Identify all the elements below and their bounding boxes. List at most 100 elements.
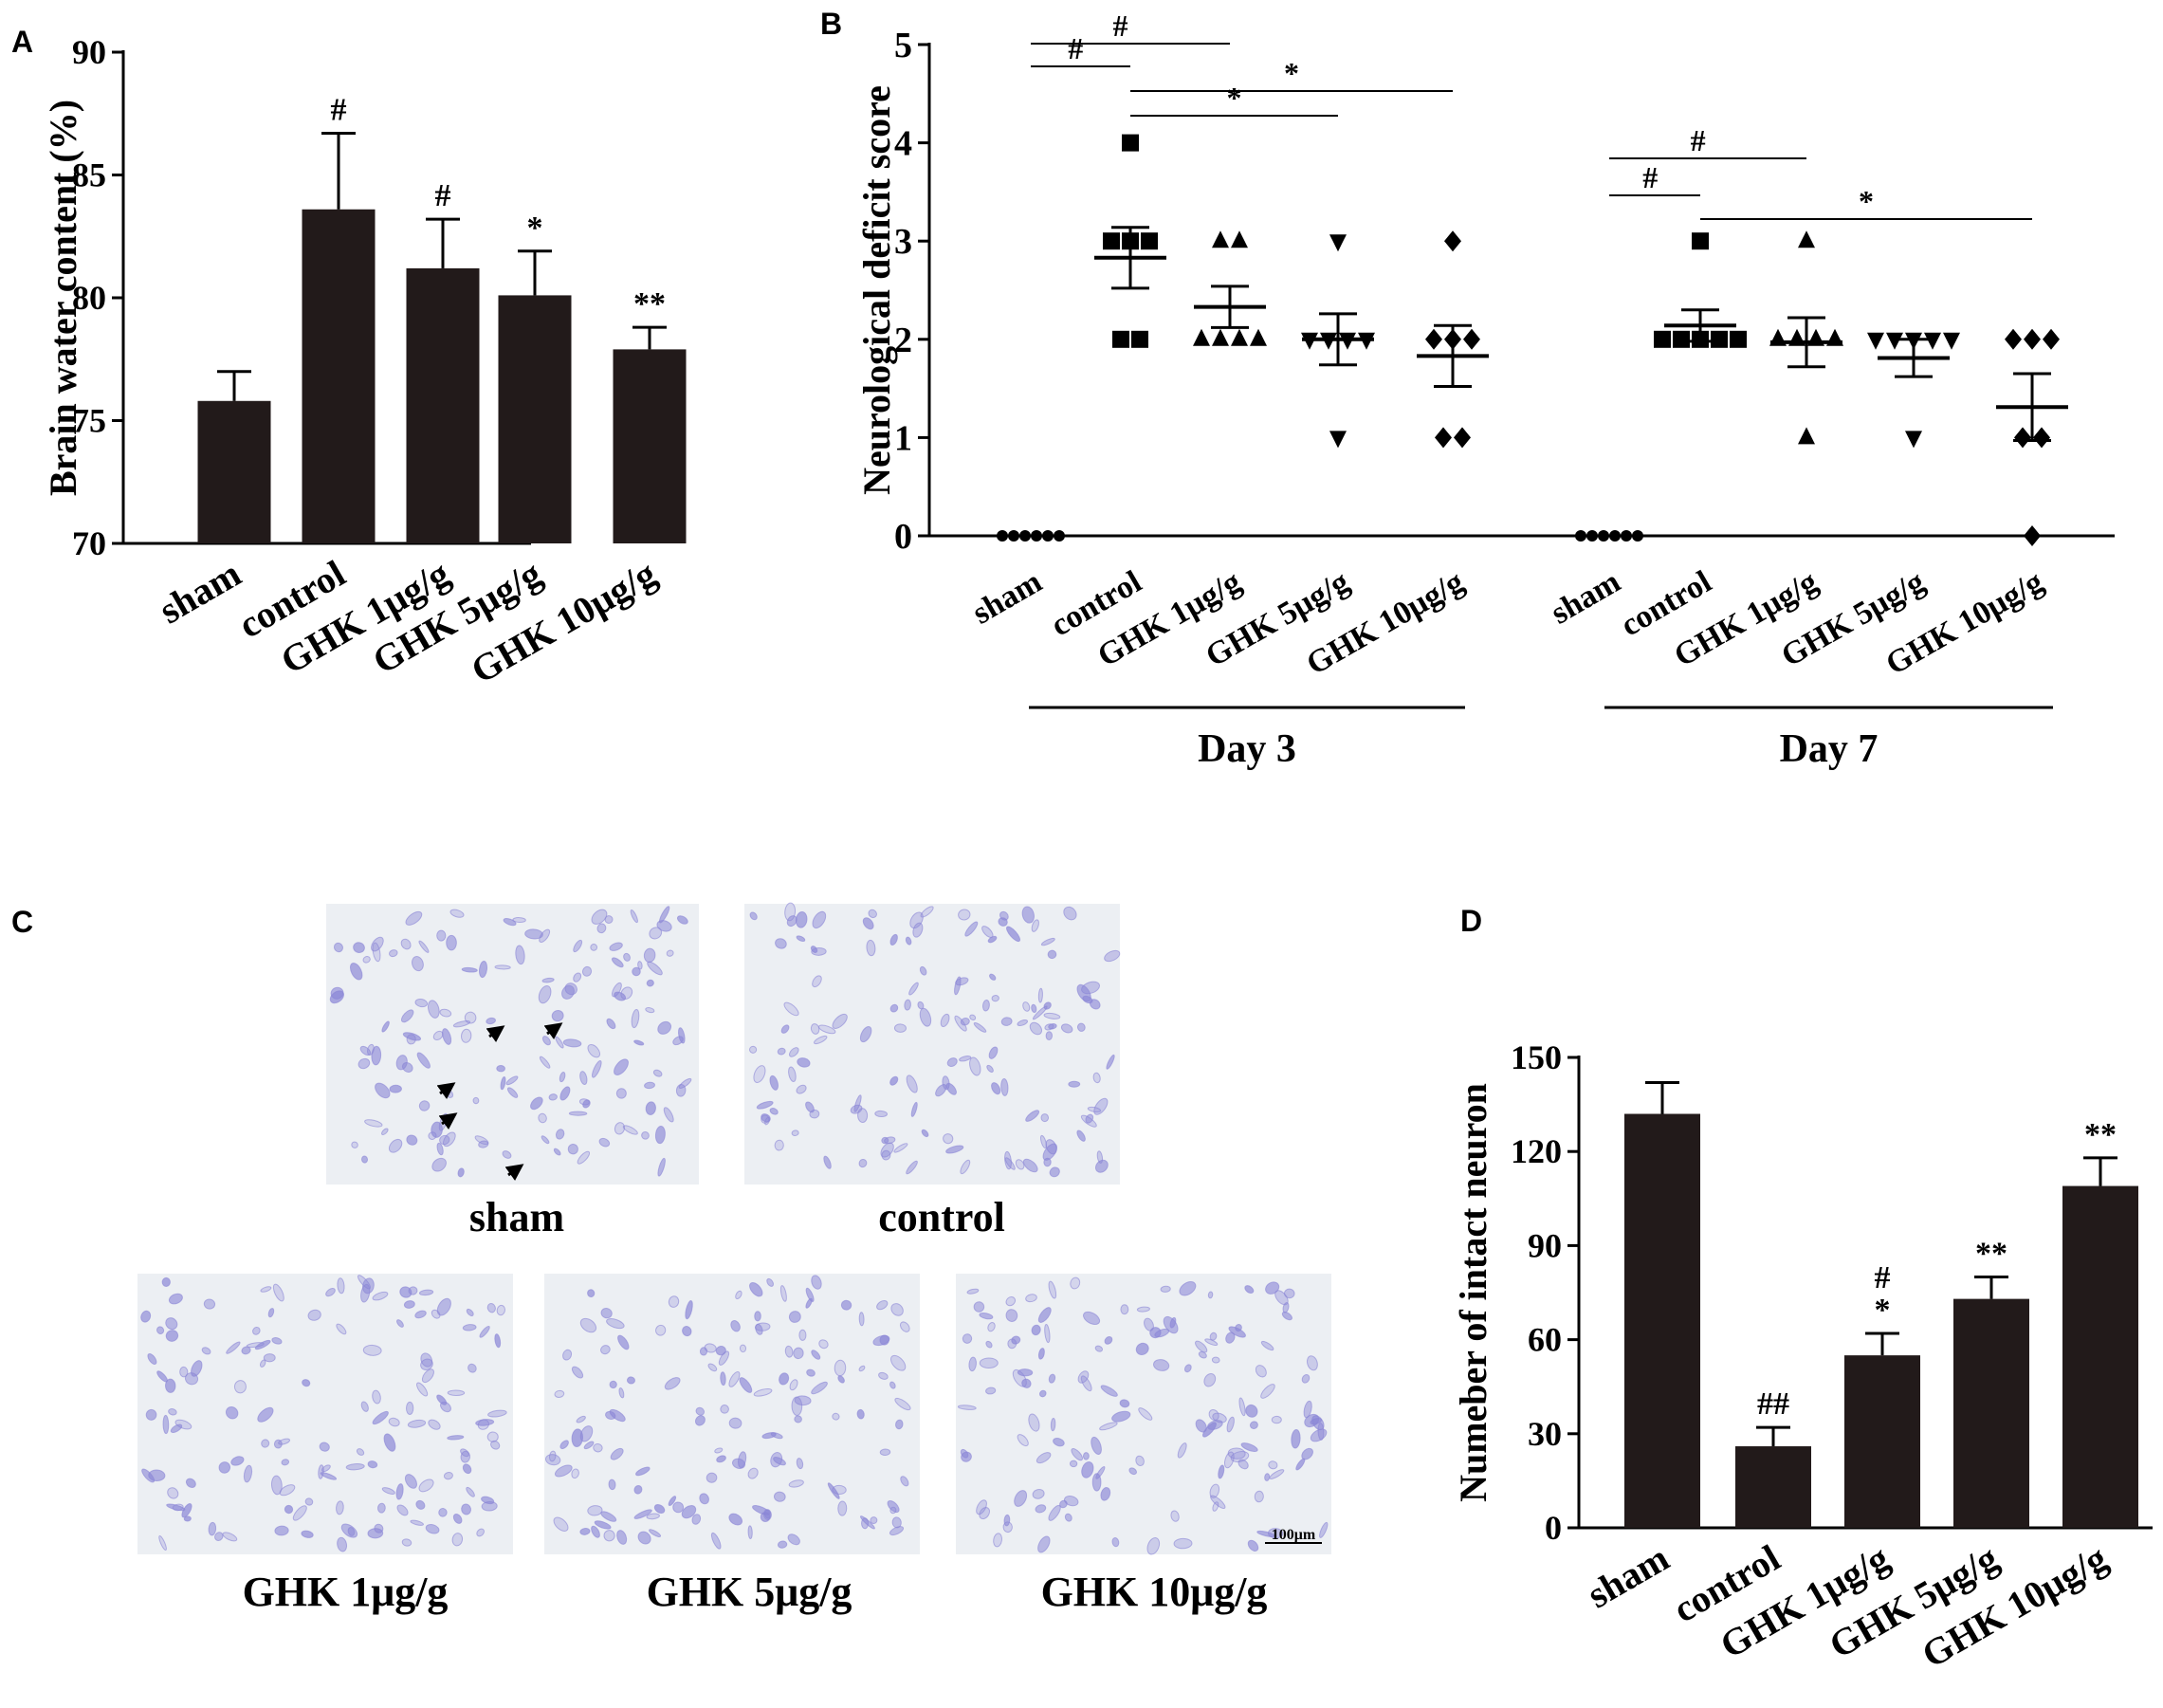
stained-cell: [1265, 1281, 1280, 1295]
stained-cell: [538, 1112, 547, 1124]
stained-cell: [769, 1074, 779, 1091]
stained-cell: [652, 1069, 663, 1077]
stained-cell: [496, 1065, 505, 1073]
stained-cell: [633, 1484, 643, 1495]
stained-cell: [761, 1114, 770, 1124]
stained-cell: [691, 1514, 702, 1525]
stained-cell: [1256, 1530, 1275, 1537]
stained-cell: [184, 1372, 199, 1386]
stained-cell: [728, 1417, 742, 1429]
y-tick-label: 85: [72, 156, 106, 194]
stained-cell: [630, 909, 638, 924]
stained-cell: [1203, 1373, 1217, 1387]
stained-cell: [1022, 1158, 1038, 1173]
stained-cell: [530, 1096, 543, 1111]
stained-cell: [1037, 1535, 1051, 1553]
stained-cell: [1063, 906, 1077, 921]
stained-cell: [633, 1039, 645, 1046]
stained-cell: [383, 1433, 396, 1452]
stained-cell: [714, 1447, 724, 1454]
stained-cell: [408, 1286, 418, 1295]
micrograph: [137, 1274, 513, 1554]
stained-cell: [1269, 1469, 1285, 1479]
stained-cell: [421, 1368, 434, 1384]
stained-cell: [657, 1157, 666, 1177]
stained-cell: [364, 1119, 383, 1128]
stained-cell: [1053, 1438, 1065, 1447]
stained-cell: [861, 1517, 870, 1530]
stained-cell: [747, 1467, 759, 1479]
stained-cell: [548, 1450, 557, 1462]
data-point: [1463, 328, 1480, 350]
stained-cell: [1226, 1416, 1235, 1433]
stained-cell: [579, 1527, 591, 1535]
stained-cell: [606, 1018, 616, 1030]
stained-cell: [752, 1504, 771, 1515]
stained-cell: [260, 1286, 272, 1293]
stained-cell: [604, 915, 614, 924]
stained-cell: [858, 1158, 868, 1168]
stained-cell: [381, 1487, 395, 1495]
stained-cell: [201, 1347, 211, 1355]
stained-cell: [1037, 1348, 1045, 1360]
stained-cell: [372, 1389, 381, 1405]
stained-cell: [1094, 1159, 1109, 1173]
stained-cell: [866, 939, 876, 957]
stained-cell: [388, 1417, 400, 1427]
stained-cell: [668, 1496, 677, 1507]
stained-cell: [436, 1297, 451, 1316]
stained-cell: [769, 1108, 779, 1115]
stained-cell: [623, 952, 631, 962]
stained-cell: [461, 966, 478, 973]
stained-cell: [656, 920, 672, 932]
stained-cell: [1037, 987, 1043, 1003]
stained-cell: [418, 1100, 431, 1111]
stained-cell: [694, 1415, 706, 1426]
significance-marker: #: [1875, 1260, 1891, 1295]
bar: [197, 400, 271, 543]
stained-cell: [617, 1334, 630, 1350]
data-point: [1131, 330, 1148, 348]
stained-cell: [1211, 1356, 1220, 1364]
stained-cell: [1095, 1465, 1106, 1479]
stained-cell: [1017, 1019, 1029, 1027]
data-point: [1943, 332, 1960, 350]
stained-cell: [418, 1478, 434, 1493]
stained-cell: [274, 1525, 289, 1536]
stained-cell: [362, 956, 371, 964]
data-point: [1122, 134, 1139, 152]
stained-cell: [664, 1377, 681, 1390]
stained-cell: [837, 1375, 845, 1384]
stained-cell: [472, 1096, 480, 1105]
stained-cell: [541, 1135, 550, 1145]
stained-cell: [681, 1505, 697, 1519]
stained-cell: [337, 1536, 348, 1552]
stained-cell: [1260, 1384, 1275, 1399]
stained-cell: [1031, 919, 1039, 932]
stained-cell: [1083, 1311, 1101, 1326]
stained-cell: [795, 911, 808, 928]
stained-cell: [446, 934, 457, 951]
stained-cell: [356, 1448, 365, 1456]
stained-cell: [921, 1129, 929, 1138]
stained-cell: [1238, 1397, 1246, 1417]
data-point: [1598, 530, 1609, 542]
stained-cell: [699, 1347, 708, 1356]
stained-cell: [414, 1310, 427, 1319]
y-tick-label: 90: [1528, 1226, 1562, 1264]
stained-cell: [753, 1065, 766, 1083]
stained-cell: [431, 1309, 441, 1319]
stained-cell: [562, 1038, 582, 1048]
stained-cell: [780, 1024, 790, 1034]
stained-cell: [1160, 1285, 1171, 1293]
stained-cell: [957, 1405, 977, 1410]
stained-cell: [407, 1419, 427, 1428]
stained-cell: [500, 1076, 506, 1091]
stained-cell: [1301, 1374, 1311, 1384]
stained-cell: [626, 1376, 635, 1385]
stained-cell: [460, 1450, 471, 1463]
stained-cell: [876, 1300, 889, 1311]
stained-cell: [425, 1523, 440, 1534]
micrograph-background: [956, 1274, 1331, 1554]
micrograph-background: [744, 904, 1120, 1185]
